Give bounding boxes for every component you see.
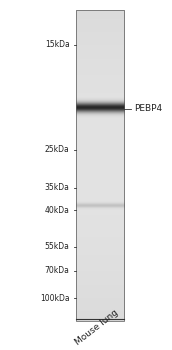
Text: 15kDa: 15kDa xyxy=(45,40,70,49)
Text: 25kDa: 25kDa xyxy=(45,146,70,154)
Text: 100kDa: 100kDa xyxy=(40,294,70,303)
Text: PEBP4: PEBP4 xyxy=(134,104,162,113)
Text: 40kDa: 40kDa xyxy=(45,206,70,215)
Text: 35kDa: 35kDa xyxy=(45,183,70,192)
Text: 70kDa: 70kDa xyxy=(45,266,70,275)
Text: Mouse lung: Mouse lung xyxy=(74,308,120,347)
Text: 55kDa: 55kDa xyxy=(45,242,70,251)
